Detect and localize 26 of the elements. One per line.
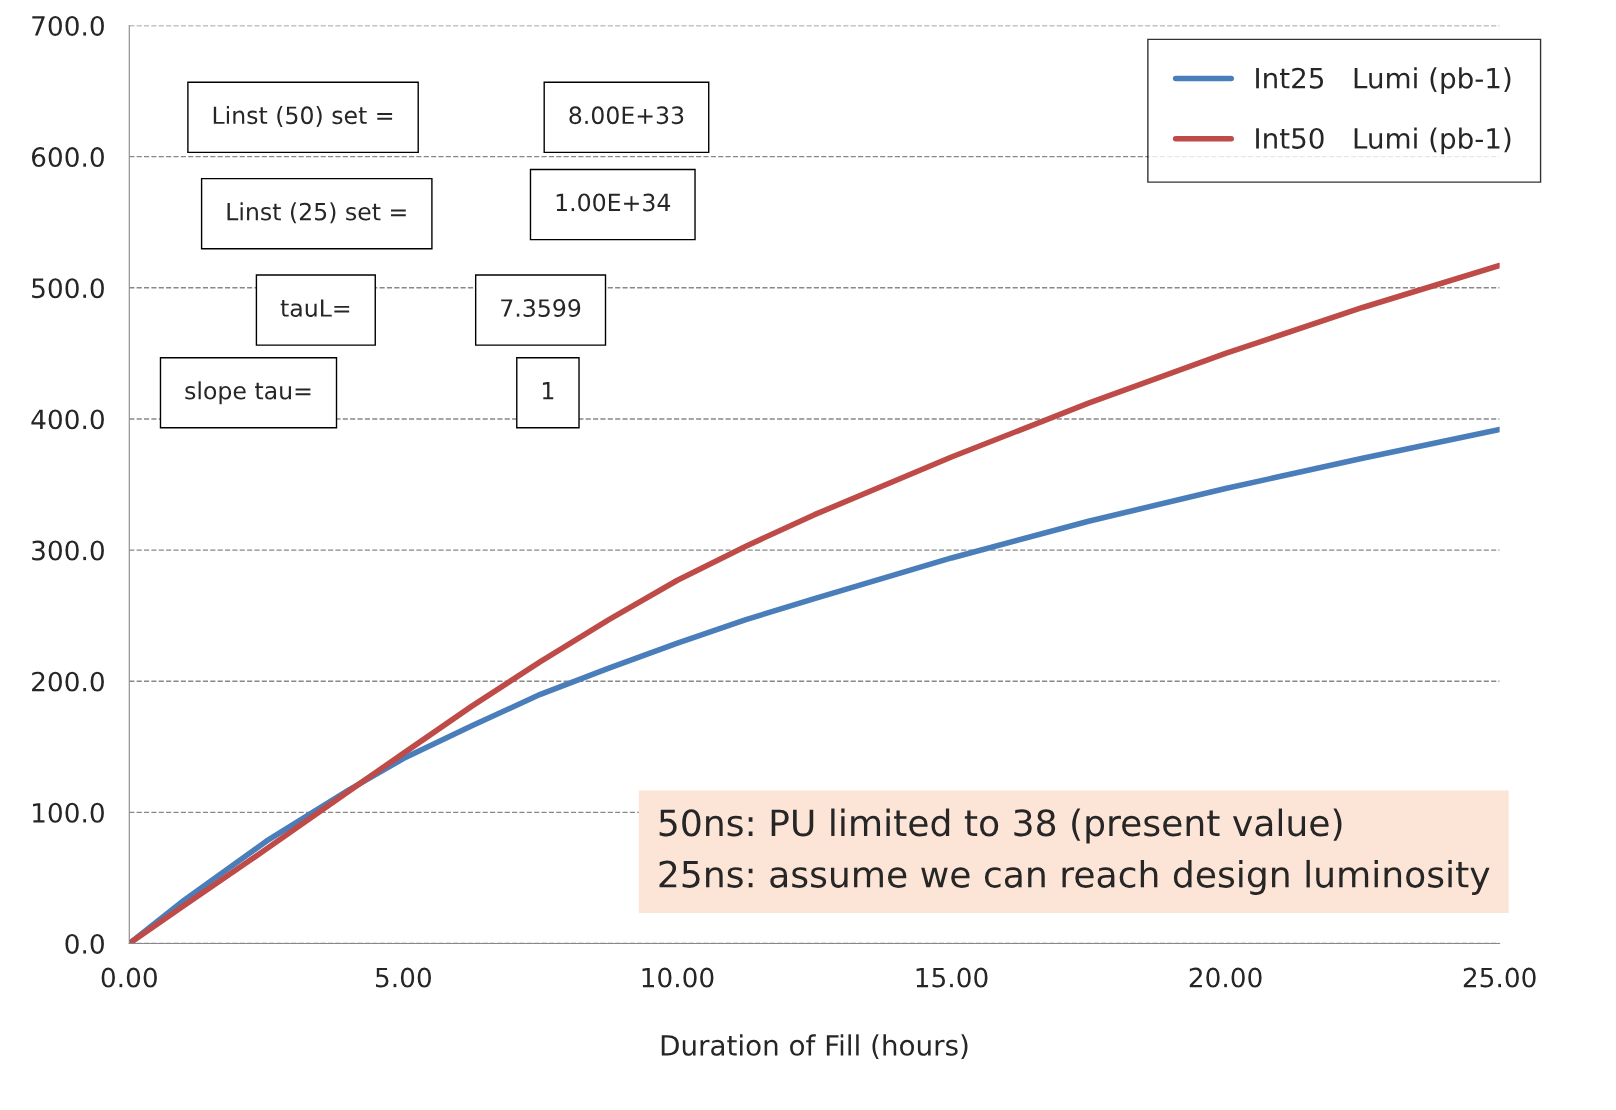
x-tick-label: 25.00 — [1463, 967, 1536, 988]
y-tick-label: 700.0 — [32, 15, 104, 36]
annotation: slope tau= — [185, 381, 311, 405]
annotation: 1 — [542, 382, 554, 400]
annotation: Linst (50) set = — [213, 105, 393, 127]
y-tick-label: 100.0 — [33, 802, 104, 823]
x-tick-label: 20.00 — [1189, 967, 1262, 988]
y-tick-label: 0.0 — [65, 933, 104, 954]
y-tick-label: 600.0 — [31, 147, 104, 168]
y-tick-label: 300.0 — [32, 540, 104, 561]
x-tick-label: 5.00 — [376, 967, 431, 988]
y-tick-label: 500.0 — [32, 278, 104, 299]
annotation: tauL= — [280, 299, 350, 317]
legend-label: Int25 Lumi (pb-1) — [1256, 67, 1511, 95]
x-tick-label: 0.00 — [101, 967, 157, 988]
x-axis-title: Duration of Fill (hours) — [661, 1034, 968, 1060]
y-tick-label: 400.0 — [31, 409, 104, 430]
x-tick-label: 15.00 — [916, 967, 988, 988]
annotation: 8.00E+33 — [569, 106, 684, 125]
annotation: 50ns: PU limited to 38 (present value) 25ns: assume we can reach design luminosity — [659, 808, 1490, 895]
legend-label: Int50 Lumi (pb-1) — [1256, 127, 1511, 155]
x-tick-label: 10.00 — [642, 967, 714, 988]
annotation: 7.3599 — [501, 299, 581, 317]
annotation: 1.00E+34 — [556, 193, 671, 212]
y-tick-label: 200.0 — [32, 671, 104, 692]
annotation: Linst (25) set = — [227, 202, 406, 224]
